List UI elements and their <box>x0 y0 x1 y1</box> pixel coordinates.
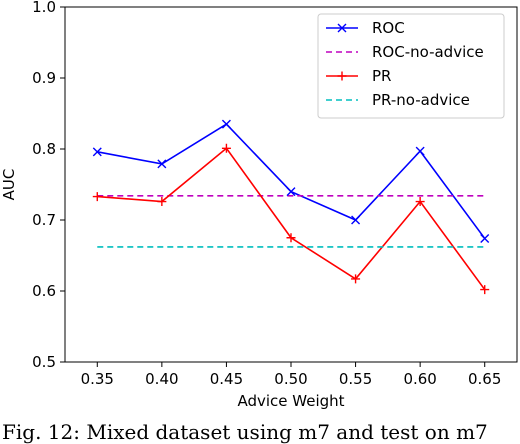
x-tick-label: 0.60 <box>403 370 436 388</box>
data-point <box>415 197 425 207</box>
series-line-roc <box>97 123 486 239</box>
data-point <box>480 233 490 243</box>
legend-entry: ROC <box>326 19 405 37</box>
data-point <box>480 285 490 295</box>
legend-marker <box>337 23 347 33</box>
legend-label: ROC <box>372 19 405 37</box>
legend-label: ROC-no-advice <box>372 43 484 61</box>
figure-caption: Fig. 12: Mixed dataset using m7 and test… <box>2 420 488 444</box>
legend-box <box>317 13 505 119</box>
auc-line-chart: 0.35 0.40 0.45 0.50 0.55 0.60 0.65 0.50.60.70.… <box>0 0 518 410</box>
x-tick-label: 0.55 <box>339 370 372 388</box>
y-tick-label: 1.0 <box>32 0 56 16</box>
data-point <box>221 143 231 153</box>
legend-marker <box>337 71 347 81</box>
y-tick-label: 0.7 <box>32 211 56 229</box>
data-point <box>157 159 167 169</box>
legend: ROC ROC-no-advice PR PR-no-advice <box>317 13 505 119</box>
x-axis-label: Advice Weight <box>237 392 344 410</box>
y-tick-label: 0.6 <box>32 282 56 300</box>
legend-label: PR-no-advice <box>372 91 470 109</box>
data-point <box>221 119 231 129</box>
data-point <box>286 233 296 243</box>
x-tick-label: 0.40 <box>145 370 178 388</box>
data-point <box>92 192 102 202</box>
y-tick-label: 0.5 <box>32 353 56 371</box>
data-point <box>351 274 361 284</box>
legend-entry: PR <box>326 67 391 85</box>
data-point <box>157 197 167 207</box>
data-point <box>351 215 361 225</box>
plot-markers <box>92 119 490 295</box>
data-point <box>415 146 425 156</box>
y-axis-label: AUC <box>0 169 18 201</box>
x-axis: 0.35 0.40 0.45 0.50 0.55 0.60 0.65 <box>81 362 501 388</box>
plot-lines <box>97 123 486 291</box>
legend-entry: ROC-no-advice <box>326 43 484 61</box>
data-point <box>92 147 102 157</box>
x-tick-label: 0.35 <box>81 370 114 388</box>
data-point <box>286 187 296 197</box>
series-line-pr <box>97 147 486 291</box>
x-tick-label: 0.50 <box>274 370 307 388</box>
x-tick-label: 0.65 <box>468 370 501 388</box>
y-tick-label: 0.8 <box>32 140 56 158</box>
legend-entry: PR-no-advice <box>326 91 470 109</box>
legend-label: PR <box>372 67 391 85</box>
x-tick-label: 0.45 <box>210 370 243 388</box>
y-axis: 0.5 0.6 0.7 0.8 0.9 1.0 <box>32 0 65 371</box>
y-tick-label: 0.9 <box>32 69 56 87</box>
